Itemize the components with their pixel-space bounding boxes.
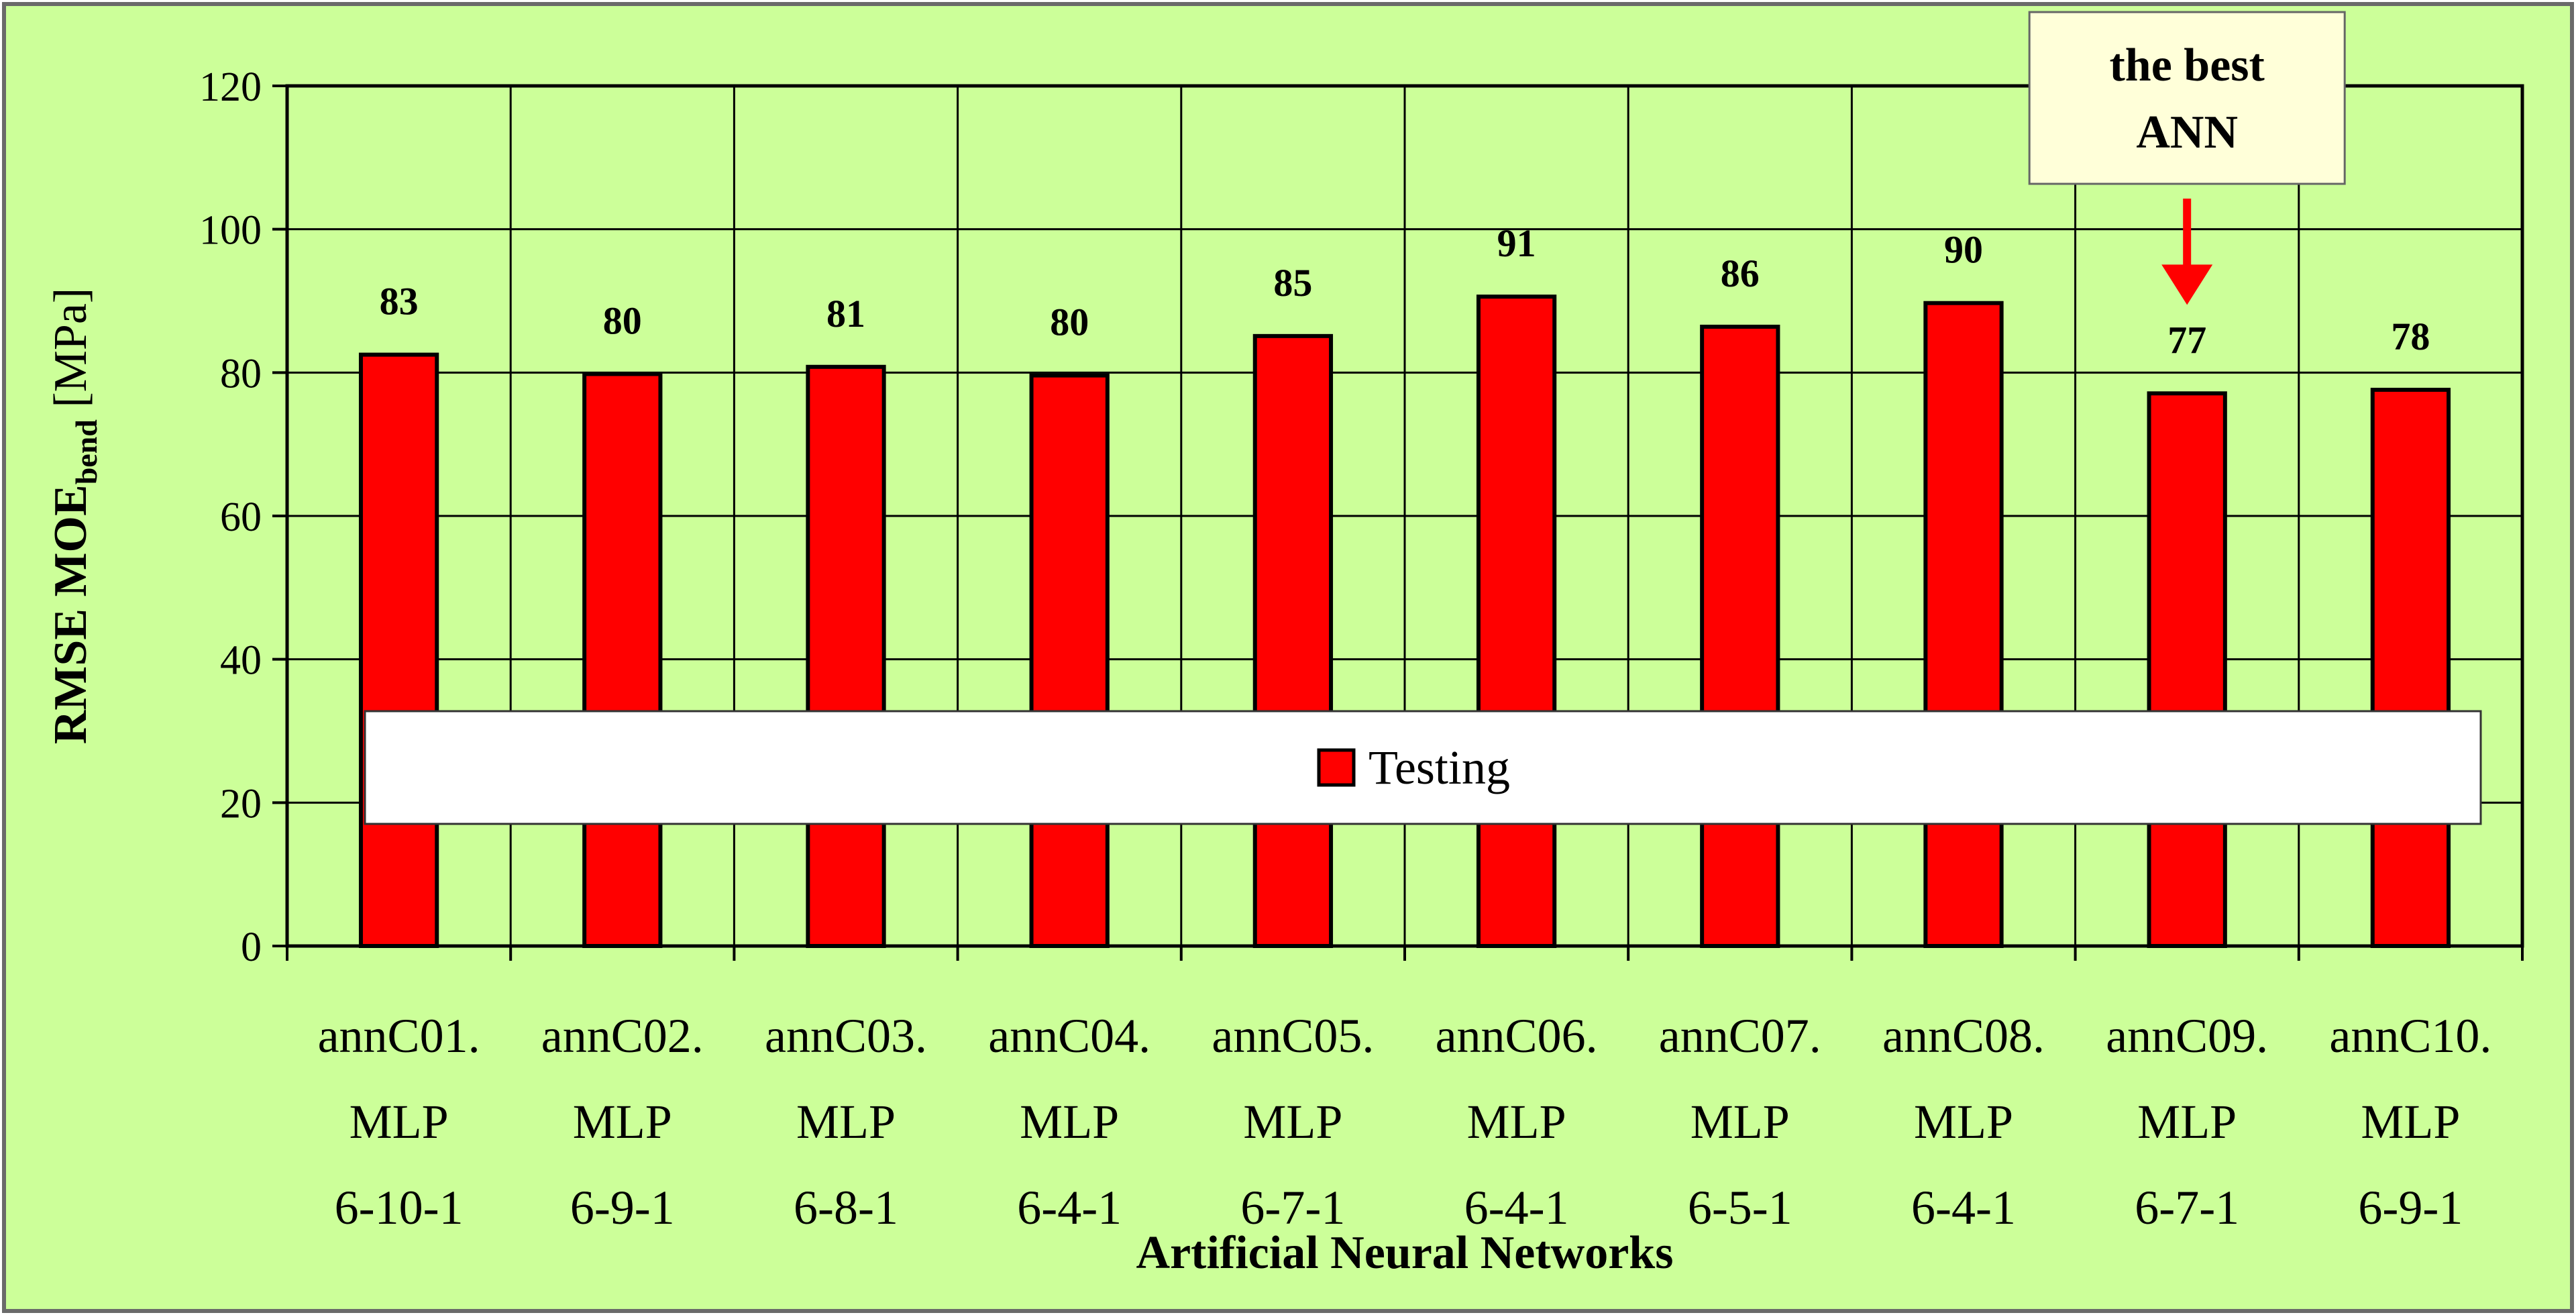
x-tick-label: MLP xyxy=(1243,1095,1342,1149)
bar-value-label: 83 xyxy=(380,280,419,323)
bar xyxy=(1029,373,1110,948)
legend-box xyxy=(364,710,2482,825)
x-tick-label: annC02. xyxy=(541,1009,704,1063)
y-tick-label: 100 xyxy=(199,208,262,254)
x-tick-label: 6-4-1 xyxy=(1017,1181,1122,1234)
bar xyxy=(2147,391,2227,948)
bar xyxy=(806,364,886,948)
bar-value-label: 90 xyxy=(1944,228,1983,272)
bar-value-label: 85 xyxy=(1273,261,1312,305)
x-tick-label: 6-5-1 xyxy=(1688,1181,1792,1234)
bar-value-label: 91 xyxy=(1497,221,1536,265)
x-tick-label: 6-4-1 xyxy=(1464,1181,1569,1234)
x-tick-label: 6-7-1 xyxy=(2135,1181,2239,1234)
x-tick-label: 6-8-1 xyxy=(794,1181,898,1234)
x-tick-label: annC10. xyxy=(2329,1009,2491,1063)
x-tick-label: annC05. xyxy=(1212,1009,1374,1063)
x-tick-label: MLP xyxy=(1690,1095,1790,1149)
bar xyxy=(1700,324,1780,948)
y-axis-title: RMSE MOEbend [MPa] xyxy=(45,288,103,745)
x-tick-label: annC08. xyxy=(1882,1009,2045,1063)
x-tick-label: MLP xyxy=(2137,1095,2237,1149)
bar-value-label: 80 xyxy=(1050,301,1089,344)
bar xyxy=(582,372,663,948)
y-tick-label: 40 xyxy=(220,638,262,684)
x-tick-label: MLP xyxy=(1467,1095,1566,1149)
x-axis-title: Artificial Neural Networks xyxy=(1136,1227,1674,1279)
x-tick-label: annC09. xyxy=(2106,1009,2268,1063)
x-tick-label: MLP xyxy=(573,1095,672,1149)
bar-value-label: 78 xyxy=(2391,315,2430,358)
annotation-text: the best xyxy=(2110,40,2265,91)
x-tick-label: 6-7-1 xyxy=(1240,1181,1345,1234)
legend-swatch xyxy=(1317,748,1356,787)
legend-label: Testing xyxy=(1368,741,1510,794)
y-tick-label: 20 xyxy=(220,781,262,827)
x-tick-label: annC07. xyxy=(1659,1009,1821,1063)
y-tick-label: 0 xyxy=(241,925,262,970)
x-tick-label: annC01. xyxy=(318,1009,480,1063)
bar xyxy=(358,352,439,948)
y-tick-label: 80 xyxy=(220,351,262,397)
bar-value-label: 77 xyxy=(2167,318,2206,362)
x-tick-label: MLP xyxy=(1020,1095,1119,1149)
bar xyxy=(1476,295,1557,948)
annotation-arrow-head xyxy=(2161,264,2213,305)
x-tick-label: MLP xyxy=(1914,1095,2013,1149)
x-tick-label: MLP xyxy=(796,1095,896,1149)
bar-value-label: 81 xyxy=(826,292,865,335)
bar-value-label: 80 xyxy=(603,299,642,342)
annotation-box xyxy=(2028,11,2346,185)
bar xyxy=(1252,333,1334,948)
y-tick-label: 120 xyxy=(199,64,262,110)
y-tick-label: 60 xyxy=(220,494,262,540)
x-tick-label: annC03. xyxy=(765,1009,927,1063)
x-tick-label: annC04. xyxy=(988,1009,1150,1063)
x-tick-label: 6-9-1 xyxy=(570,1181,675,1234)
x-tick-label: MLP xyxy=(2361,1095,2460,1149)
x-tick-label: MLP xyxy=(350,1095,449,1149)
annotation-text: ANN xyxy=(2136,107,2238,158)
bar-value-label: 86 xyxy=(1721,252,1760,295)
bar xyxy=(2370,387,2451,948)
bar xyxy=(1923,301,2004,948)
x-tick-label: 6-9-1 xyxy=(2358,1181,2463,1234)
x-tick-label: 6-10-1 xyxy=(335,1181,464,1234)
x-tick-label: 6-4-1 xyxy=(1911,1181,2016,1234)
x-tick-label: annC06. xyxy=(1436,1009,1598,1063)
